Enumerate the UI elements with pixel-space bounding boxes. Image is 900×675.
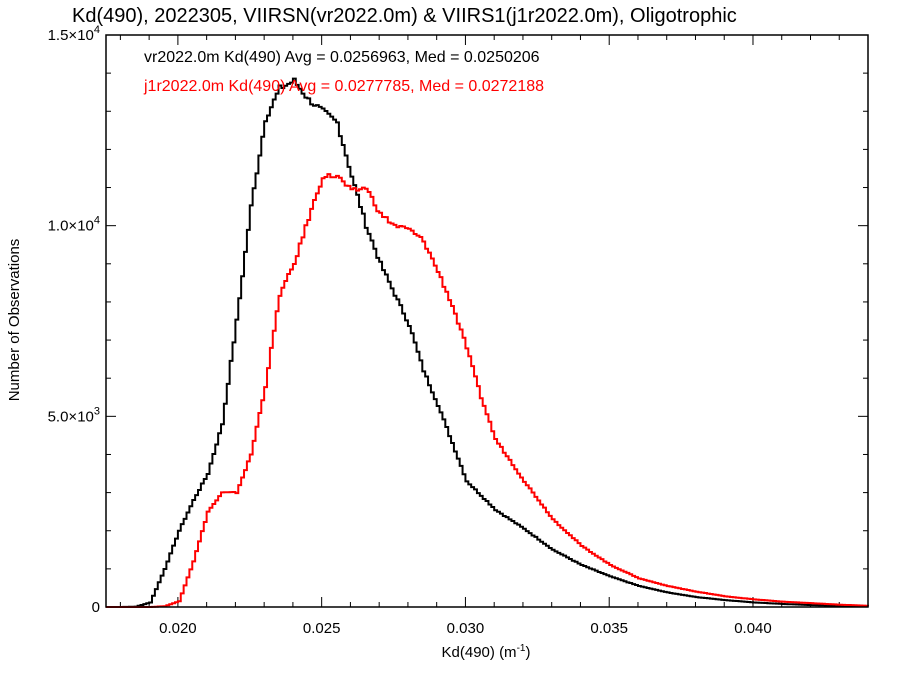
series-line-vr2022.0m <box>106 77 869 608</box>
x-tick-label: 0.025 <box>303 620 341 637</box>
y-tick-label: 0 <box>92 599 100 616</box>
chart-title: Kd(490), 2022305, VIIRSN(vr2022.0m) & VI… <box>72 5 737 27</box>
legend-entry-vr2022: vr2022.0m Kd(490) Avg = 0.0256963, Med =… <box>144 49 540 66</box>
y-tick-label: 1.5×104 <box>48 24 100 44</box>
legend-entry-j1r2022: j1r2022.0m Kd(490) Avg = 0.0277785, Med … <box>143 78 544 95</box>
plot-frame <box>105 34 869 608</box>
y-tick-label: 5.0×103 <box>48 405 100 425</box>
series-line-j1r2022.0m <box>106 173 869 608</box>
x-tick-label: 0.040 <box>734 620 772 637</box>
x-tick-label: 0.030 <box>447 620 485 637</box>
y-axis-label: Number of Observations <box>6 239 23 402</box>
x-tick-label: 0.035 <box>590 620 628 637</box>
y-tick-label: 1.0×104 <box>48 215 100 235</box>
x-tick-label: 0.020 <box>159 620 197 637</box>
svg-text:Number of Observations: Number of Observations <box>6 239 23 402</box>
x-axis-label: Kd(490) (m-1) <box>442 643 531 661</box>
